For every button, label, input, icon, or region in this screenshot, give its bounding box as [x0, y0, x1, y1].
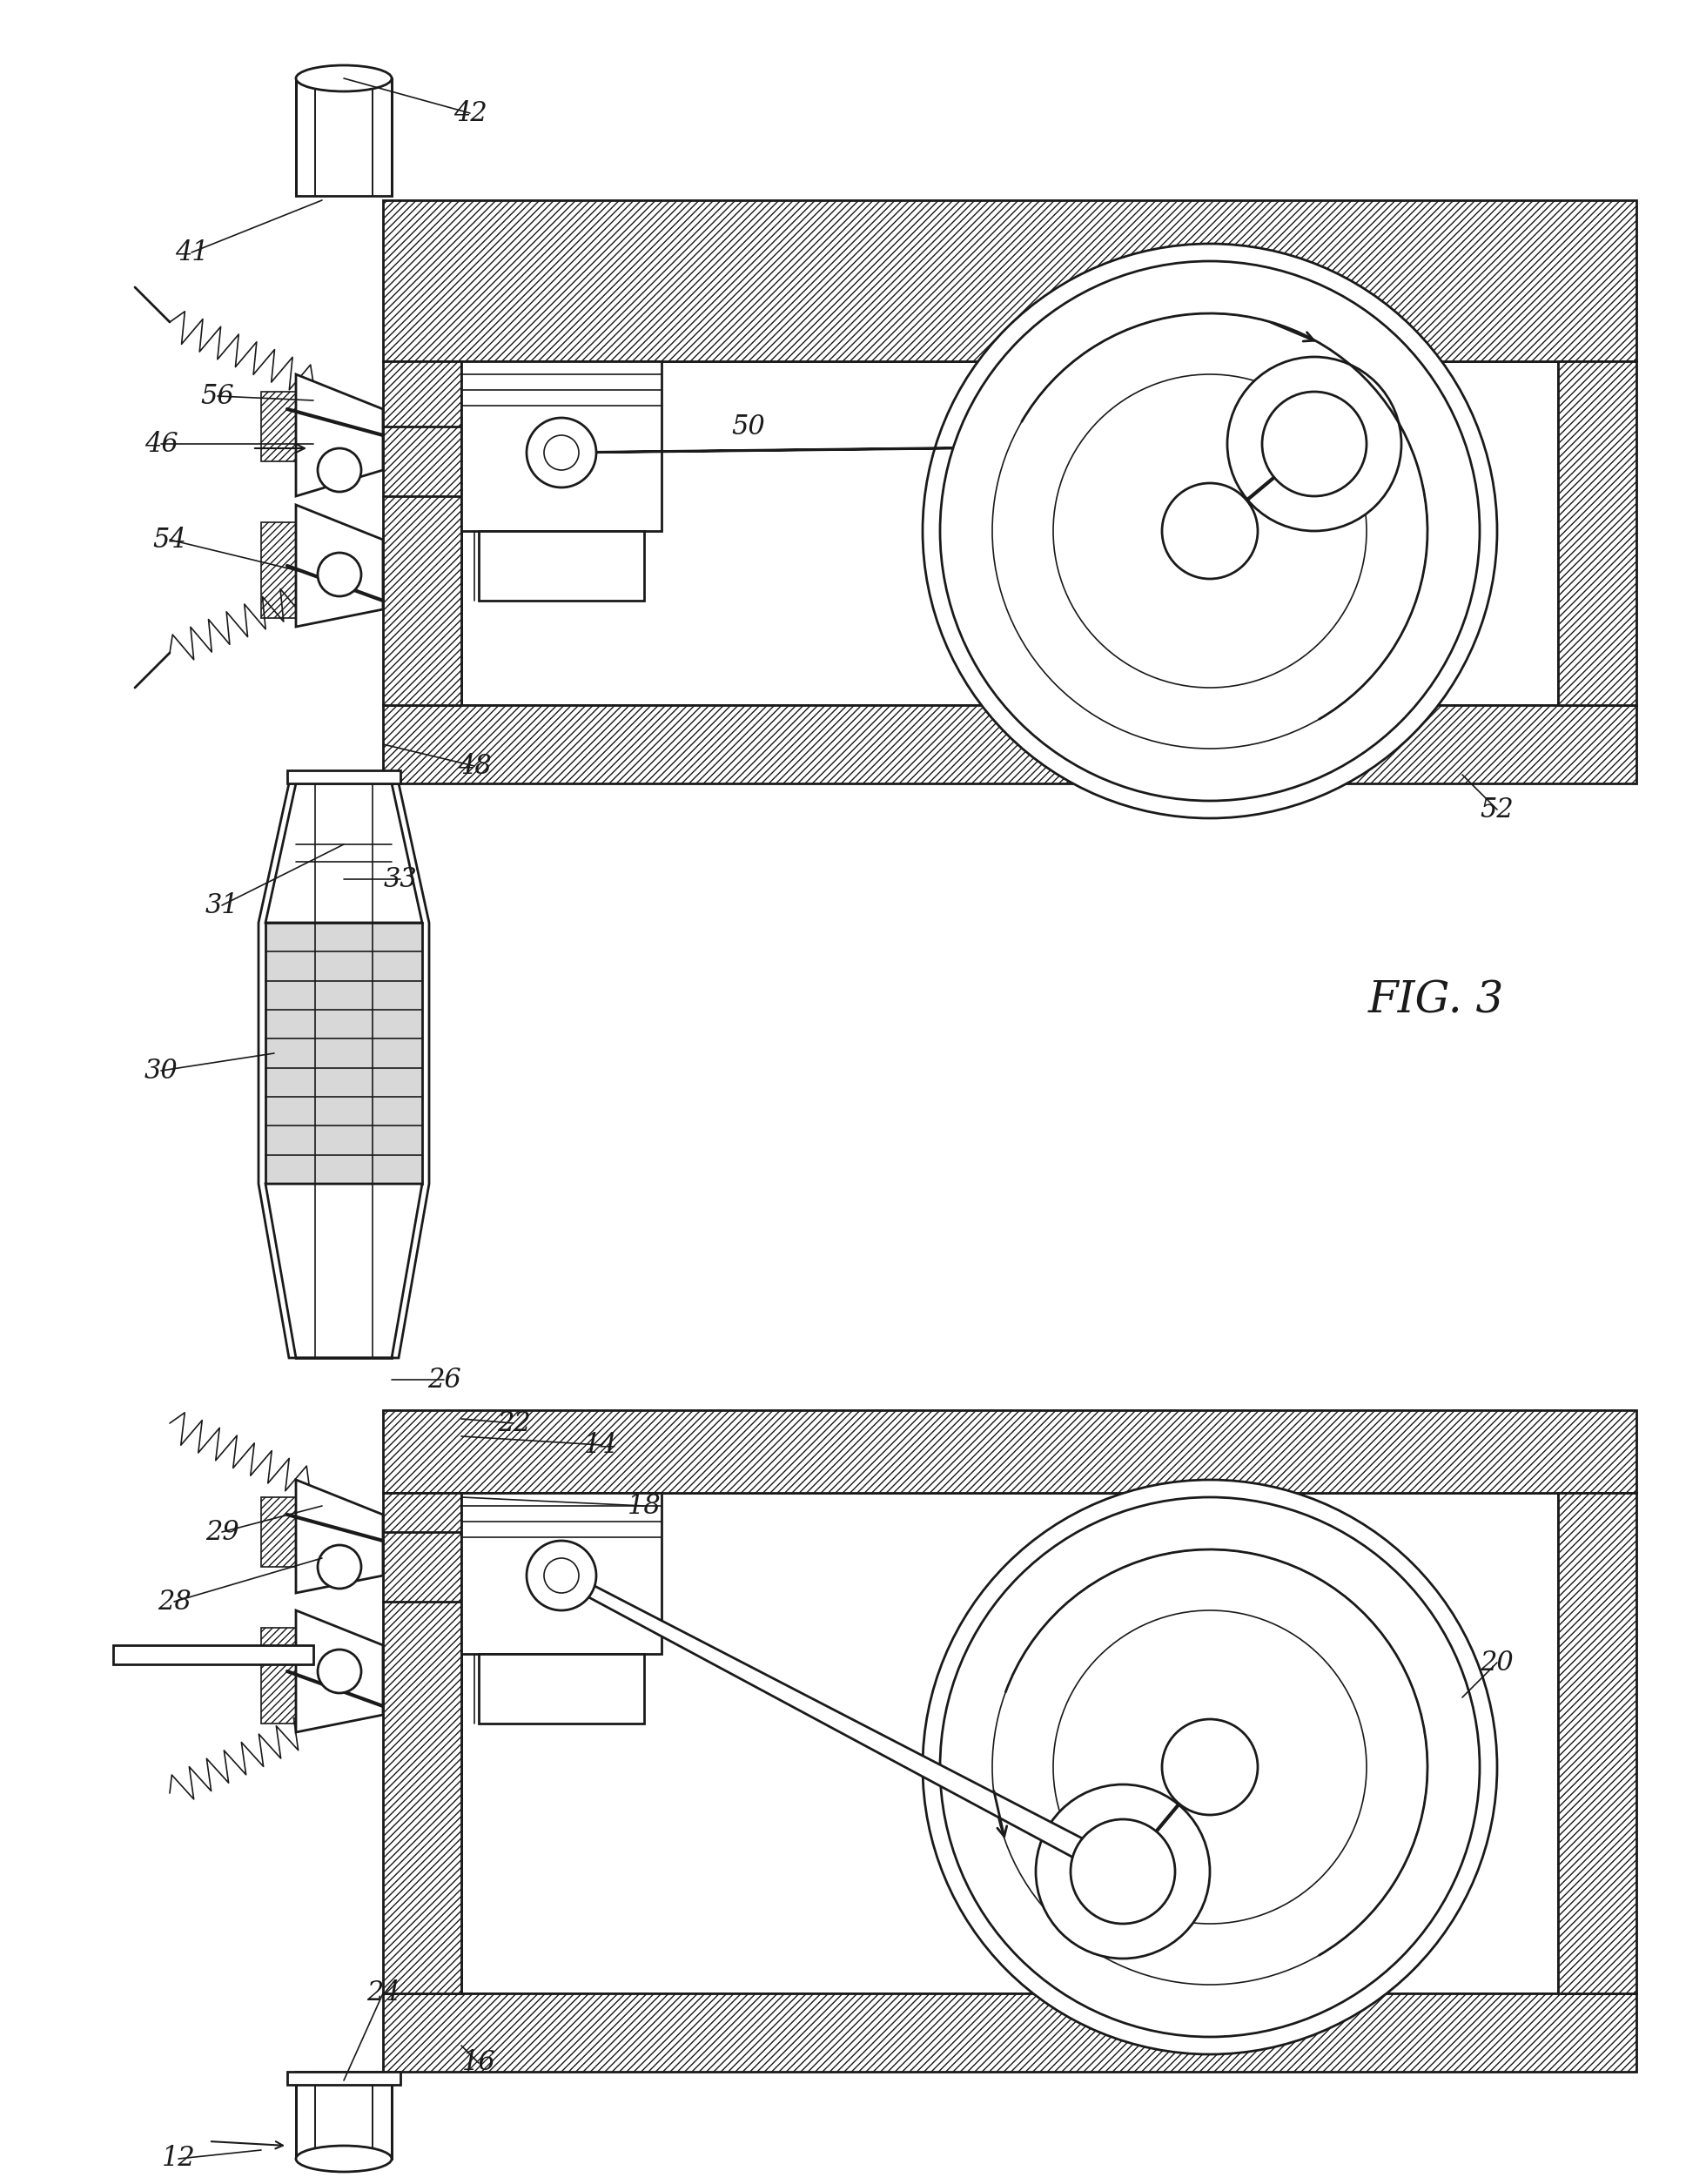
Text: 54: 54 [154, 526, 186, 553]
Bar [261, 1498, 305, 1566]
Text: 12: 12 [162, 2145, 194, 2173]
Polygon shape [295, 1481, 382, 1592]
Text: 56: 56 [201, 382, 234, 411]
Circle shape [317, 448, 362, 491]
Bar [261, 522, 305, 618]
Text: 16: 16 [462, 2049, 495, 2077]
Circle shape [1262, 391, 1367, 496]
Bar [287, 2073, 401, 2086]
Bar [461, 1494, 662, 1653]
Bar [295, 79, 392, 197]
Polygon shape [266, 1184, 421, 1358]
Text: 28: 28 [157, 1588, 191, 1616]
Circle shape [923, 245, 1498, 819]
Text: 24: 24 [367, 1981, 399, 2007]
Circle shape [1162, 483, 1257, 579]
Bar [295, 784, 392, 1358]
Circle shape [1036, 1784, 1210, 1959]
Circle shape [1071, 1819, 1175, 1924]
Ellipse shape [295, 66, 392, 92]
Circle shape [544, 1557, 578, 1592]
Circle shape [1053, 1610, 1367, 1924]
Text: FIG. 3: FIG. 3 [1368, 978, 1505, 1022]
Bar [261, 391, 305, 461]
Text: 20: 20 [1481, 1649, 1513, 1675]
Polygon shape [548, 1575, 1146, 1872]
Text: 33: 33 [384, 865, 418, 893]
Text: 18: 18 [628, 1492, 660, 1520]
Bar [1558, 1494, 1636, 1994]
Polygon shape [548, 443, 1338, 452]
Bar [266, 922, 421, 1184]
Bar [295, 2073, 392, 2158]
Circle shape [544, 435, 578, 470]
Bar [287, 771, 401, 784]
Text: 22: 22 [496, 1409, 531, 1437]
Circle shape [1162, 1719, 1257, 1815]
Text: 50: 50 [732, 413, 766, 439]
Bar [382, 1411, 1636, 1494]
Circle shape [527, 417, 595, 487]
Text: 42: 42 [454, 100, 486, 127]
Text: 29: 29 [205, 1518, 239, 1546]
Text: 26: 26 [426, 1367, 461, 1393]
Bar [295, 784, 392, 1358]
Bar [479, 1653, 645, 1723]
Bar [113, 1645, 314, 1664]
Circle shape [993, 1548, 1428, 1985]
Bar [382, 1494, 461, 1994]
Text: 48: 48 [457, 753, 491, 780]
Circle shape [317, 1544, 362, 1588]
Circle shape [940, 1498, 1479, 2038]
Bar [295, 2073, 392, 2158]
Bar [461, 360, 662, 531]
Bar [479, 531, 645, 601]
Text: 46: 46 [145, 430, 177, 456]
Circle shape [993, 312, 1428, 749]
Bar [1558, 360, 1636, 705]
Bar [461, 360, 1558, 705]
Text: 31: 31 [205, 891, 239, 919]
Text: 41: 41 [174, 238, 208, 266]
Circle shape [940, 262, 1479, 802]
Bar [295, 79, 392, 197]
Polygon shape [295, 1610, 382, 1732]
Circle shape [1053, 373, 1367, 688]
Polygon shape [266, 784, 421, 922]
Circle shape [923, 1481, 1498, 2055]
Bar [382, 360, 461, 705]
Bar [382, 201, 1636, 360]
Text: 14: 14 [583, 1431, 618, 1459]
Polygon shape [295, 373, 382, 496]
Bar [382, 705, 1636, 784]
Text: 52: 52 [1481, 795, 1513, 823]
Circle shape [1227, 356, 1401, 531]
Polygon shape [295, 505, 382, 627]
Bar [382, 1994, 1636, 2073]
Bar [261, 1627, 305, 1723]
Bar [461, 1494, 1558, 1994]
Circle shape [317, 1649, 362, 1693]
Text: 30: 30 [145, 1057, 177, 1083]
Circle shape [317, 553, 362, 596]
Ellipse shape [295, 2145, 392, 2171]
Circle shape [527, 1540, 595, 1610]
